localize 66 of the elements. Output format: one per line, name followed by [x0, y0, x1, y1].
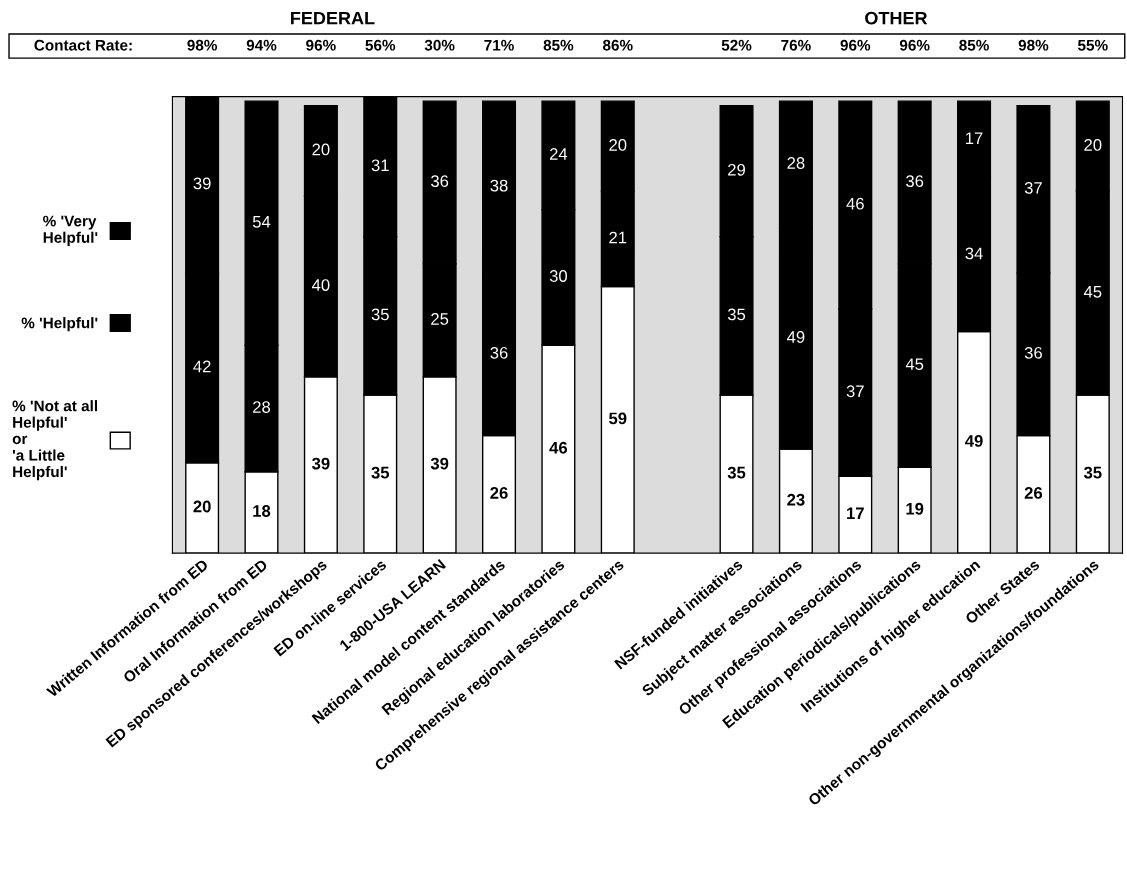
- data-label: 35: [727, 308, 746, 321]
- data-label: 36: [490, 346, 508, 359]
- data-label: 34: [965, 247, 983, 260]
- text: 96%: [899, 39, 930, 51]
- data-label: 46: [549, 441, 568, 454]
- text: FEDERAL: [291, 11, 375, 25]
- data-label: 23: [787, 493, 805, 506]
- text: 55%: [1077, 39, 1108, 51]
- data-label: 17: [847, 507, 864, 520]
- data-label: 49: [787, 331, 805, 343]
- data-label: 40: [311, 279, 330, 291]
- data-label: 20: [1084, 139, 1102, 151]
- data-label: 19: [906, 502, 924, 515]
- text: 98%: [1018, 39, 1049, 51]
- data-label: 29: [728, 163, 746, 176]
- text: 96%: [306, 39, 336, 51]
- data-label: 45: [1083, 286, 1102, 298]
- data-label: 20: [609, 139, 627, 151]
- text: Contact Rate:: [34, 39, 132, 51]
- data-label: 45: [905, 358, 924, 371]
- data-label: 42: [193, 360, 211, 373]
- data-label: 35: [371, 308, 389, 321]
- text: 76%: [781, 39, 811, 51]
- text: 85%: [959, 39, 989, 51]
- text: 86%: [602, 39, 633, 51]
- data-label: 26: [1024, 487, 1043, 499]
- text: 98%: [187, 39, 218, 51]
- data-label: 37: [846, 385, 864, 398]
- data-label: 30: [549, 270, 568, 282]
- legend-label: % 'Not at all Helpful' or 'a Little Helpful': [12, 400, 98, 481]
- data-label: 38: [490, 179, 508, 192]
- data-label: 35: [371, 466, 390, 479]
- text: 30%: [424, 39, 455, 51]
- data-label: 36: [1024, 346, 1042, 359]
- data-label: 25: [431, 313, 449, 325]
- data-label: 39: [430, 457, 449, 470]
- data-label: 35: [1083, 466, 1102, 479]
- text: 94%: [246, 39, 277, 51]
- data-label: 36: [906, 175, 924, 187]
- text: 56%: [365, 39, 396, 51]
- data-label: 35: [727, 466, 746, 479]
- legend-label: % 'Helpful': [21, 317, 98, 332]
- data-label: 21: [609, 231, 627, 244]
- text: 85%: [543, 39, 574, 51]
- data-label: 59: [609, 412, 627, 425]
- text: 52%: [721, 39, 752, 51]
- text: 96%: [840, 39, 871, 51]
- data-label: 31: [371, 159, 389, 172]
- data-label: 28: [787, 157, 805, 169]
- data-label: 49: [965, 435, 983, 447]
- data-label: 20: [193, 500, 211, 513]
- data-label: 39: [311, 457, 330, 470]
- data-label: 36: [431, 175, 449, 187]
- data-label: 39: [193, 177, 211, 190]
- data-label: 37: [1024, 181, 1042, 194]
- data-label: 28: [253, 401, 271, 413]
- data-label: 17: [966, 132, 983, 144]
- text: OTHER: [865, 11, 928, 25]
- text: 71%: [484, 39, 514, 51]
- data-label: 18: [253, 505, 271, 517]
- data-label: 54: [252, 216, 271, 228]
- data-label: 26: [490, 487, 508, 499]
- legend-label: % 'Very Helpful': [43, 215, 98, 246]
- data-label: 20: [312, 143, 330, 156]
- data-label: 24: [549, 148, 568, 160]
- data-label: 46: [846, 197, 864, 210]
